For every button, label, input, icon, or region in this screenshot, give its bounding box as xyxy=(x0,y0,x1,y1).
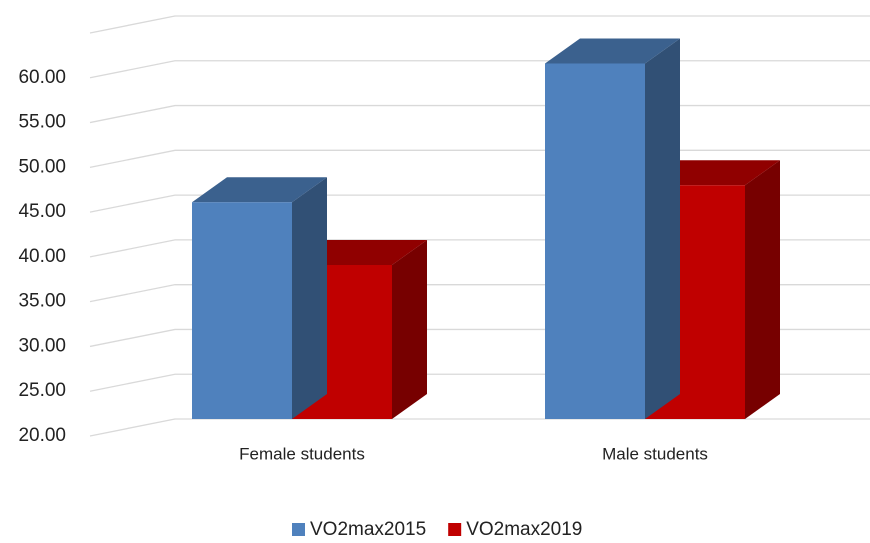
x-tick-label: Male students xyxy=(602,444,708,463)
legend-label: VO2max2015 xyxy=(310,519,426,538)
y-tick-label: 45.00 xyxy=(18,201,66,222)
y-tick-label: 30.00 xyxy=(18,335,66,356)
bar-side xyxy=(645,38,680,419)
y-tick-label: 40.00 xyxy=(18,246,66,267)
bar-side xyxy=(392,239,427,419)
y-tick-label: 20.00 xyxy=(18,425,66,446)
grid-line xyxy=(89,60,870,79)
bar xyxy=(545,38,680,419)
bar-top xyxy=(545,38,680,64)
bar-top xyxy=(192,177,327,203)
y-tick-label: 55.00 xyxy=(18,112,66,133)
grid-line xyxy=(89,15,870,34)
bar-side xyxy=(292,177,327,419)
bar-front xyxy=(192,202,292,419)
bar xyxy=(192,177,327,419)
grid-line xyxy=(89,104,870,124)
legend-label: VO2max2019 xyxy=(466,519,582,538)
legend-swatch xyxy=(292,523,305,536)
legend-swatch xyxy=(448,523,462,536)
y-tick-label: 50.00 xyxy=(18,156,66,177)
bar-front xyxy=(545,63,645,419)
y-tick-label: 60.00 xyxy=(18,67,66,88)
y-tick-label: 35.00 xyxy=(18,291,66,312)
y-tick-label: 25.00 xyxy=(18,380,66,401)
bar-side xyxy=(745,160,780,419)
grid-line xyxy=(89,418,870,437)
x-tick-label: Female students xyxy=(239,444,365,463)
